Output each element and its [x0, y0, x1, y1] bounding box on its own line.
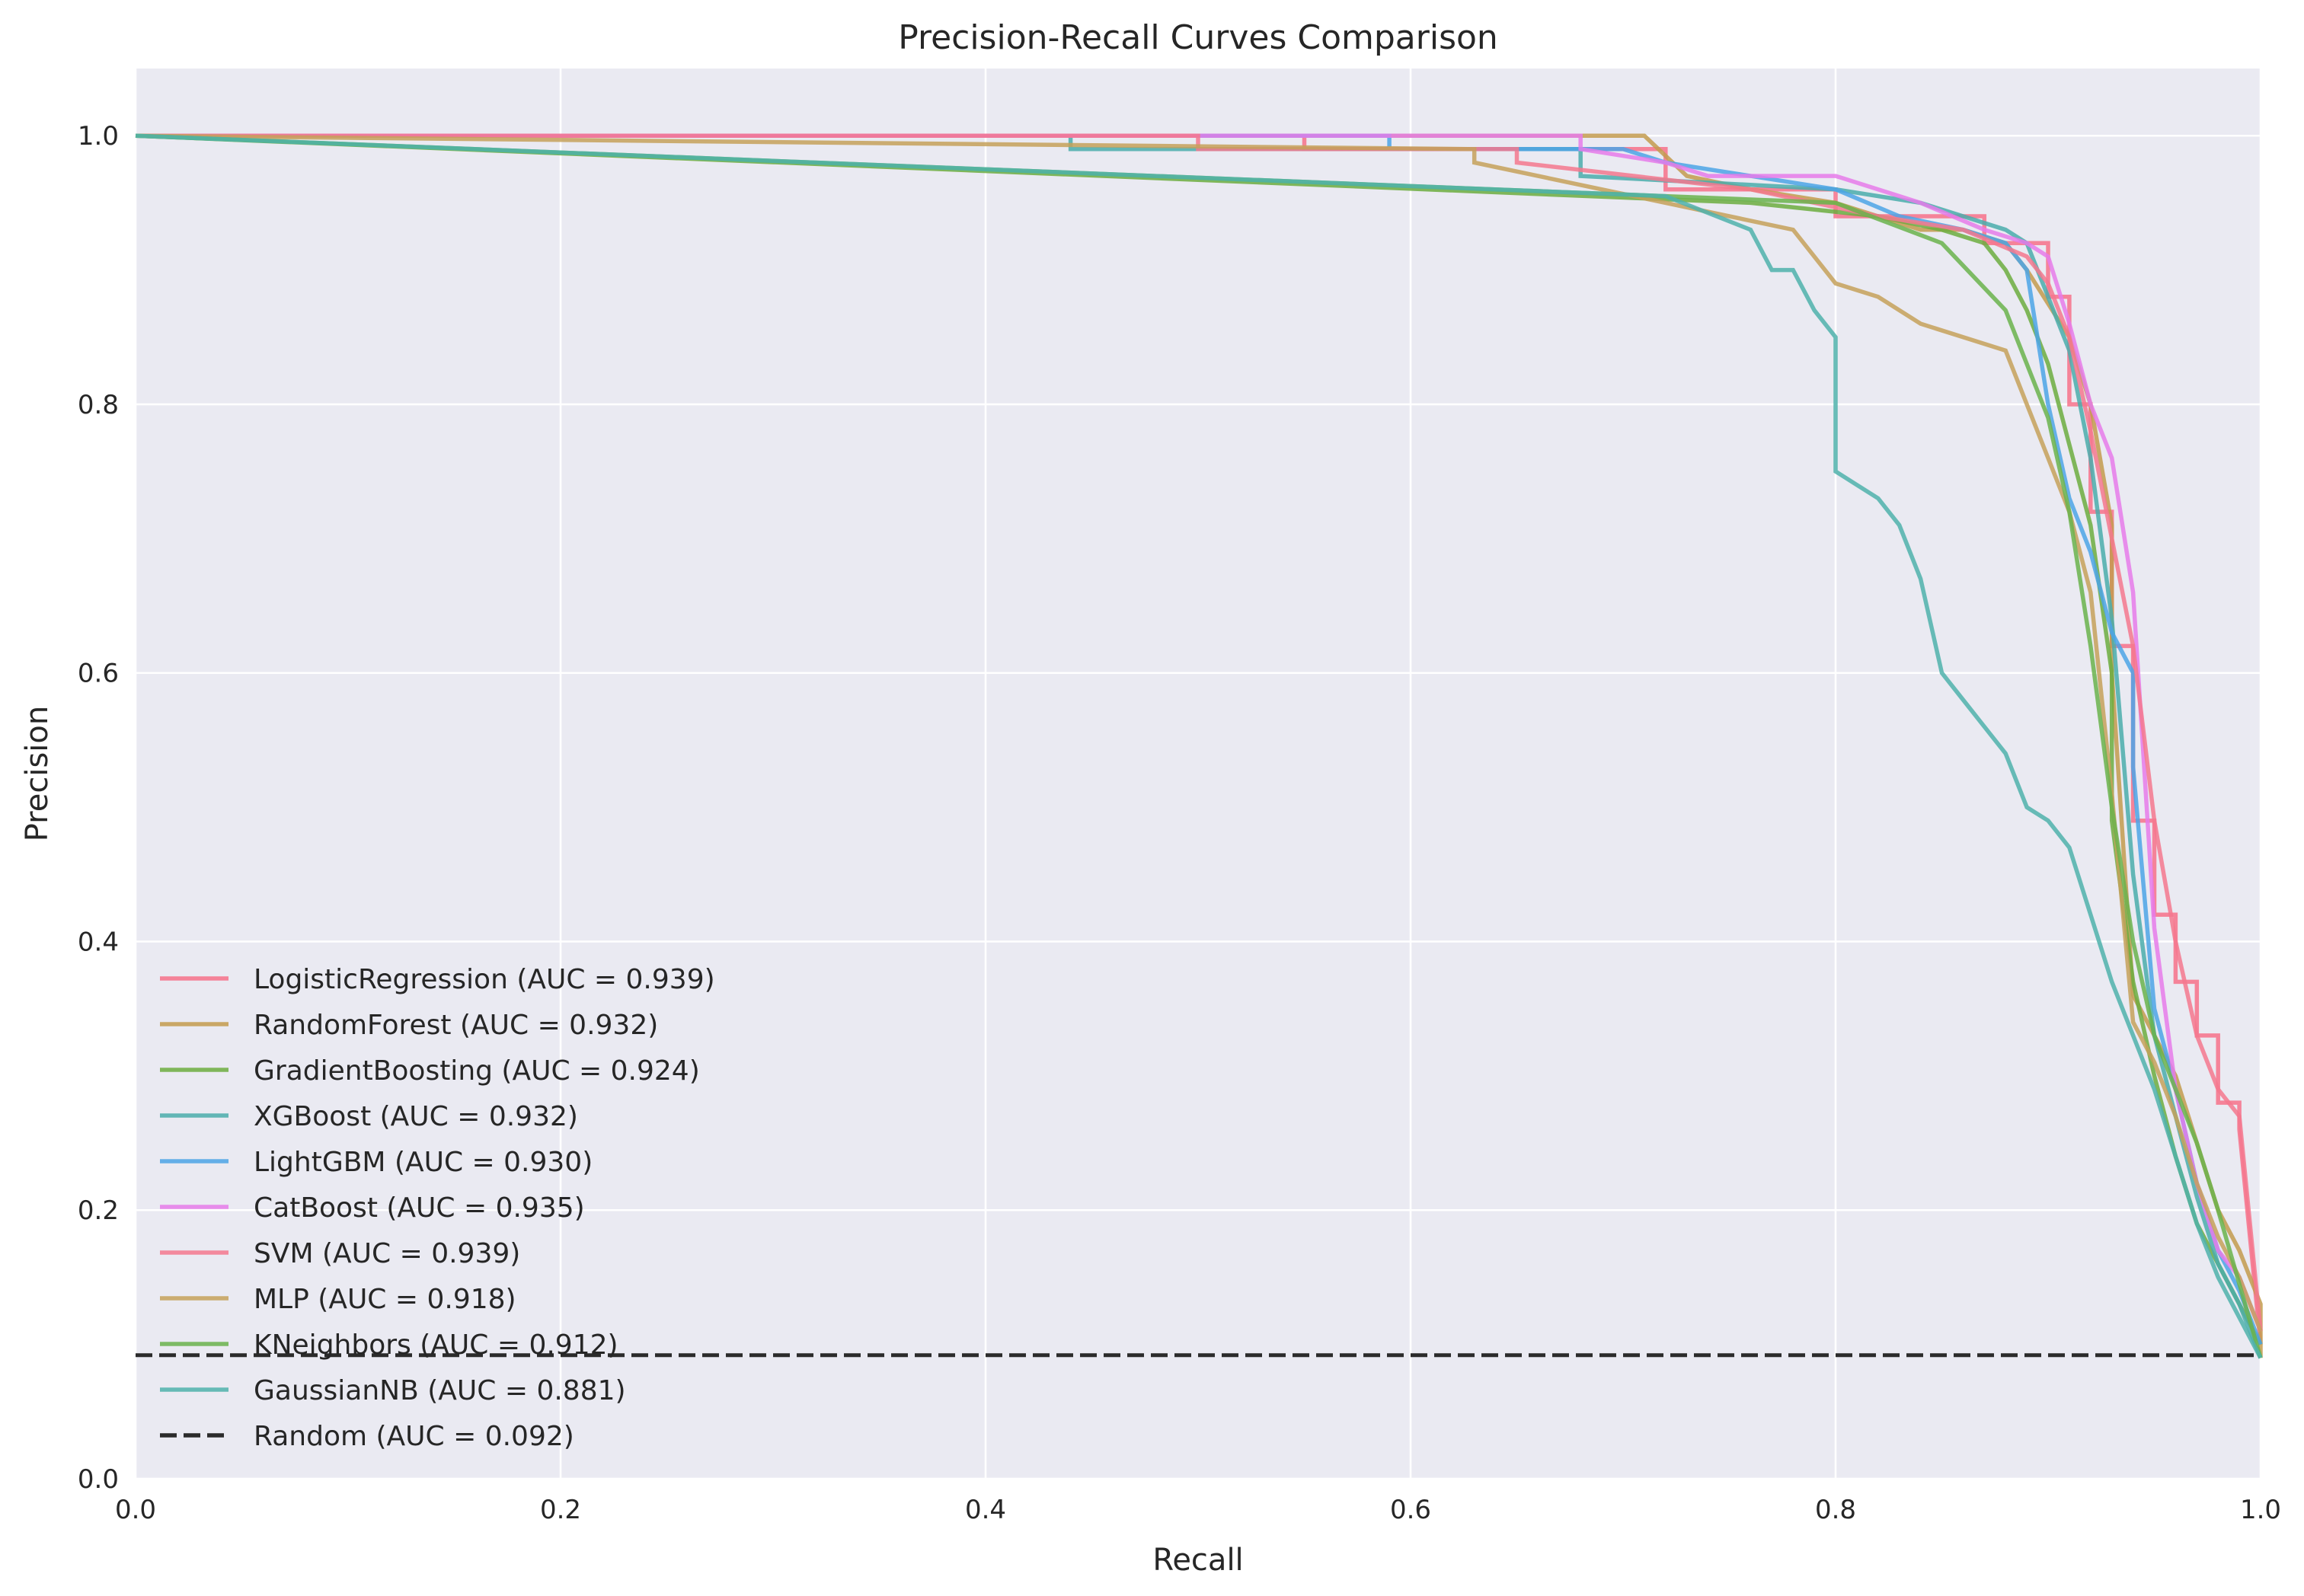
- y-tick-label: 0.6: [78, 659, 119, 689]
- x-axis-label: Recall: [1152, 1543, 1243, 1578]
- legend-label-0: LogisticRegression (AUC = 0.939): [254, 964, 715, 995]
- x-tick-label: 0.0: [115, 1495, 156, 1525]
- x-tick-label: 0.6: [1390, 1495, 1431, 1525]
- y-tick-label: 0.0: [78, 1464, 119, 1495]
- x-tick-label: 0.8: [1815, 1495, 1856, 1525]
- series-line-3: [136, 133, 2263, 1359]
- legend-label-5: CatBoost (AUC = 0.935): [254, 1192, 585, 1224]
- legend-label-2: GradientBoosting (AUC = 0.924): [254, 1055, 700, 1087]
- legend-label-6: SVM (AUC = 0.939): [254, 1238, 520, 1269]
- y-tick-label: 0.4: [78, 927, 119, 957]
- y-tick-label: 1.0: [78, 121, 119, 152]
- series-layer: [135, 133, 2263, 1359]
- legend-label-8: KNeighbors (AUC = 0.912): [254, 1329, 618, 1361]
- legend-label-9: GaussianNB (AUC = 0.881): [254, 1375, 626, 1406]
- x-tick-labels: 0.0 0.2 0.4 0.6 0.8 1.0: [115, 1495, 2281, 1525]
- chart-title: Precision-Recall Curves Comparison: [898, 18, 1498, 57]
- legend-label-10: Random (AUC = 0.092): [254, 1421, 574, 1452]
- y-tick-label: 0.2: [78, 1195, 119, 1226]
- legend-label-7: MLP (AUC = 0.918): [254, 1284, 516, 1315]
- legend-label-4: LightGBM (AUC = 0.930): [254, 1147, 593, 1178]
- plot-area: [136, 69, 2261, 1479]
- x-tick-label: 0.4: [965, 1495, 1006, 1525]
- series-line-7: [135, 133, 2263, 1333]
- y-tick-labels: 0.0 0.2 0.4 0.6 0.8 1.0: [78, 121, 119, 1495]
- x-tick-label: 0.2: [540, 1495, 581, 1525]
- y-tick-label: 0.8: [78, 390, 119, 420]
- y-axis-label: Precision: [20, 706, 55, 841]
- legend: LogisticRegression (AUC = 0.939) RandomFo…: [160, 964, 715, 1452]
- legend-label-1: RandomForest (AUC = 0.932): [254, 1010, 658, 1041]
- x-tick-label: 1.0: [2240, 1495, 2281, 1525]
- series-line-9: [135, 133, 2263, 1359]
- series-line-6: [136, 133, 2263, 1332]
- series-line-8: [135, 133, 2263, 1359]
- legend-label-3: XGBoost (AUC = 0.932): [254, 1101, 578, 1132]
